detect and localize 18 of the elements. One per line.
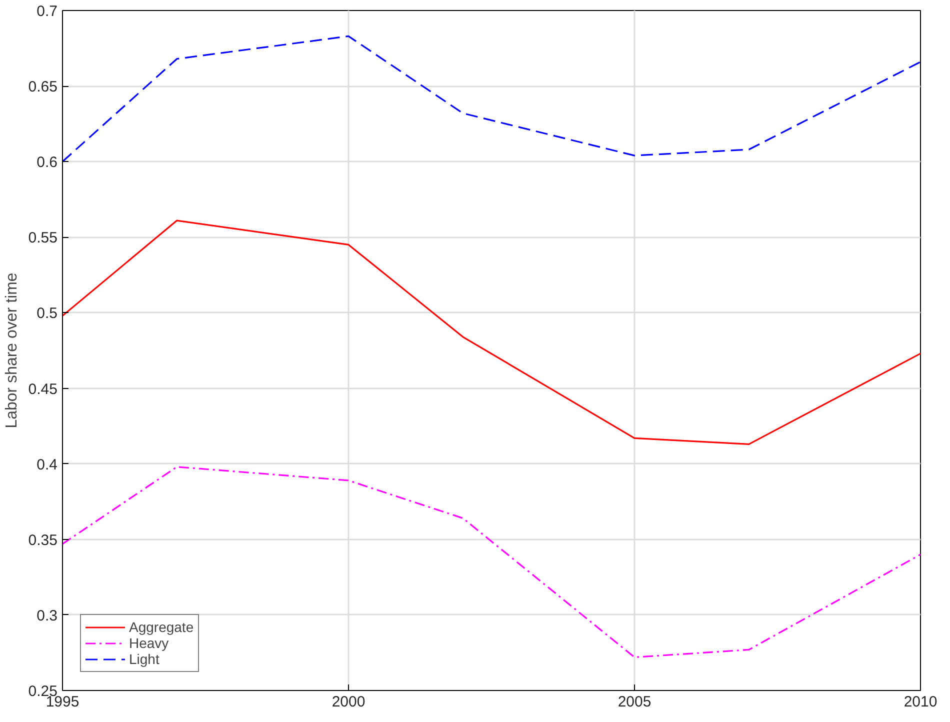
line-series bbox=[62, 35, 920, 162]
y-tick-label: 0.65 bbox=[28, 78, 58, 96]
y-tick-label: 0.55 bbox=[28, 230, 58, 247]
y-tick-label: 0.7 bbox=[36, 3, 58, 20]
y-tick-label: 0.6 bbox=[36, 154, 58, 172]
y-tick-label: 0.3 bbox=[36, 607, 58, 624]
y-tick-label: 0.35 bbox=[28, 532, 58, 549]
y-tick-label: 0.4 bbox=[36, 456, 58, 474]
x-tick-label: 2005 bbox=[618, 694, 652, 710]
legend-label: Light bbox=[129, 651, 160, 667]
line-series bbox=[62, 220, 920, 445]
y-tick-label: 0.45 bbox=[28, 380, 58, 398]
x-tick-label: 2010 bbox=[904, 694, 938, 710]
y-axis-title: Labor share over time bbox=[3, 272, 20, 428]
y-tick-label: 0.5 bbox=[36, 305, 58, 322]
legend-label: Heavy bbox=[129, 635, 169, 651]
legend-label: Aggregate bbox=[129, 619, 194, 635]
x-tick-label: 2000 bbox=[332, 694, 366, 710]
